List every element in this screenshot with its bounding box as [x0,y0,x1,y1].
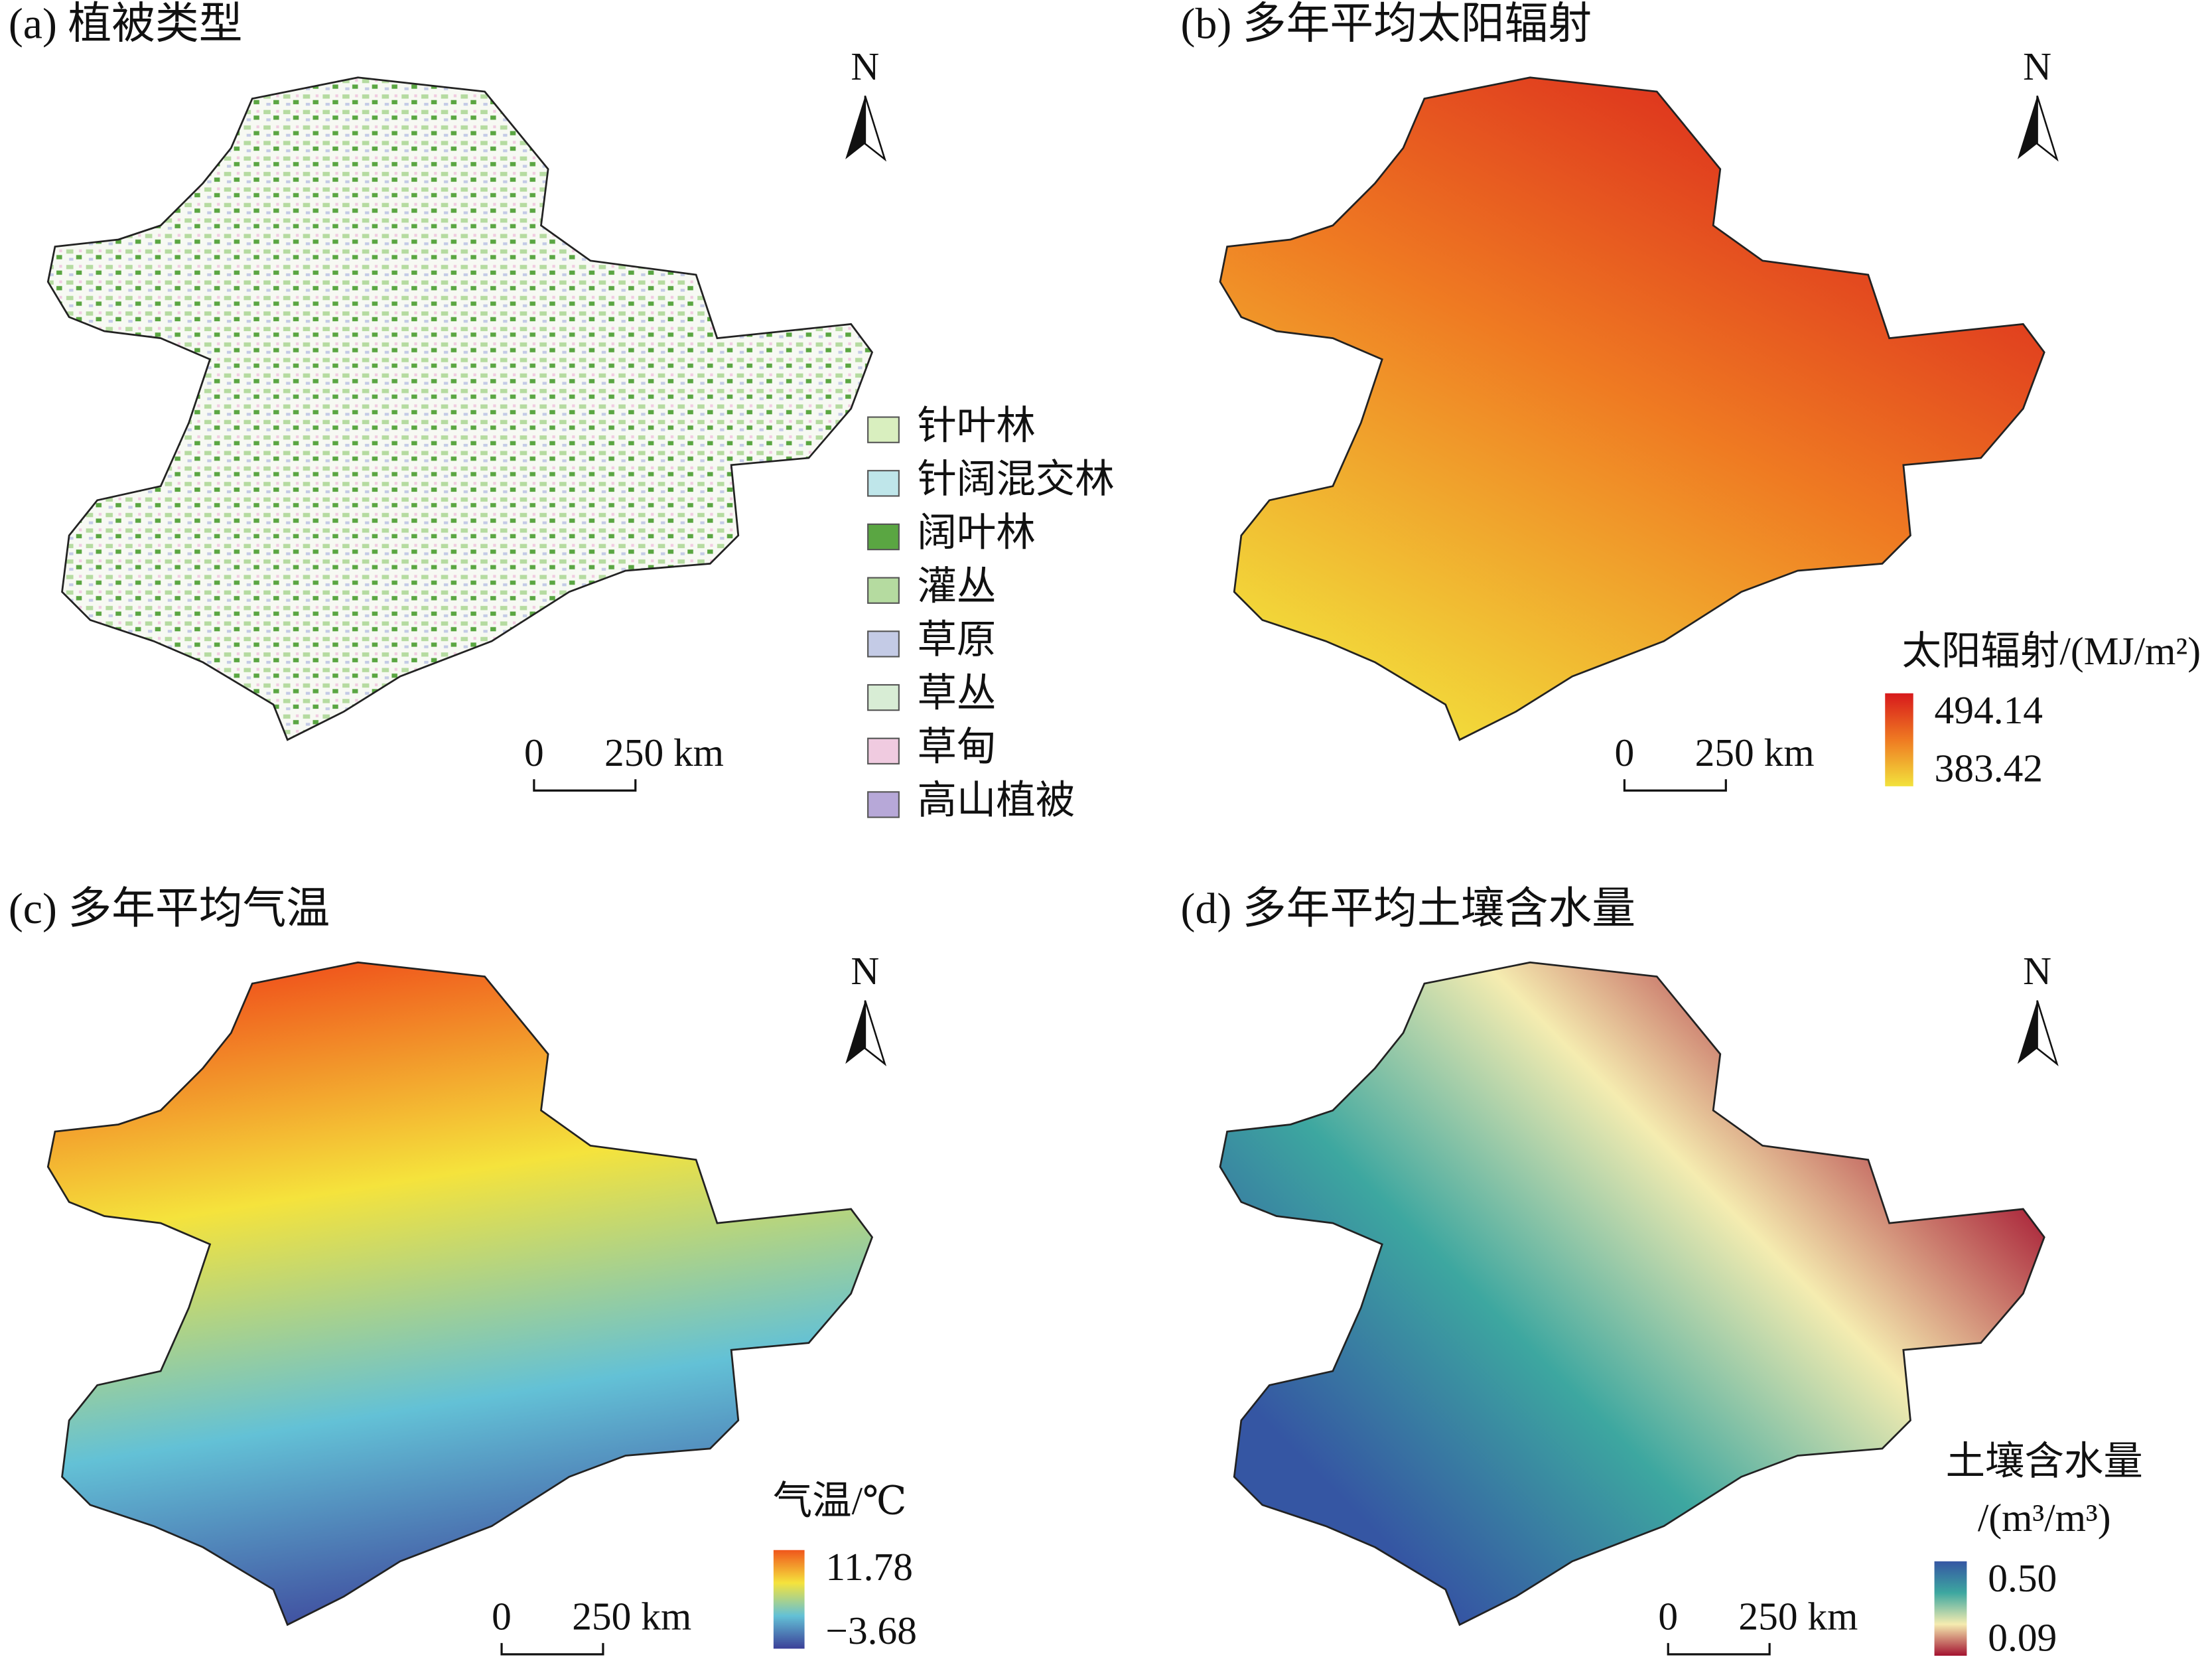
north-label: N [851,949,879,993]
colorbar-min: −3.68 [825,1609,917,1652]
scale-bar [1667,1642,1771,1656]
scale-end: 250 km [572,1595,691,1638]
legend-label: 阔叶林 [917,511,1035,555]
legend-swatch [867,416,900,443]
north-arrow [2017,1000,2038,1064]
north-label: N [2023,44,2051,88]
colorbar [773,1550,805,1649]
north-arrow [2036,1000,2059,1066]
legend-swatch [867,737,900,764]
scale-end: 250 km [1695,731,1815,774]
legend-title: 太阳辐射/(MJ/m²) [1902,629,2201,673]
legend-swatch [867,577,900,604]
scale-start: 0 [1658,1595,1678,1638]
north-arrow [864,96,887,162]
colorbar-max: 0.50 [1988,1556,2057,1600]
colorbar-min: 0.09 [1988,1615,2057,1659]
colorbar [1885,693,1913,786]
legend-label: 针阔混交林 [917,457,1114,501]
map-region [1219,961,2045,1626]
colorbar-max: 494.14 [1935,688,2043,732]
legend-title: 气温/℃ [773,1479,907,1522]
scale-start: 0 [524,731,544,774]
north-arrow [864,1000,887,1066]
legend-title: /(m³/m³) [1978,1496,2111,1540]
legend-label: 针叶林 [917,403,1035,447]
colorbar-min: 383.42 [1935,746,2043,790]
map-region [46,76,873,741]
north-arrow [845,96,865,159]
legend-swatch [867,630,900,658]
scale-bar [533,779,637,792]
panel-title: (c) 多年平均气温 [9,885,330,933]
panel-title: (d) 多年平均土壤含水量 [1181,885,1636,933]
scale-start: 0 [492,1595,512,1638]
scale-start: 0 [1615,731,1635,774]
north-arrow [845,1000,865,1064]
scale-bar [1623,779,1727,792]
legend-swatch [867,684,900,711]
panel-title: (a) 植被类型 [9,0,243,48]
legend-swatch [867,523,900,551]
colorbar [1934,1561,1967,1656]
north-label: N [2023,949,2051,993]
legend-label: 灌丛 [917,564,996,608]
legend-title: 土壤含水量 [1946,1439,2143,1483]
north-arrow [2036,96,2059,162]
colorbar-max: 11.78 [825,1545,913,1589]
map-region [46,961,873,1626]
north-arrow [2017,96,2038,159]
legend-swatch [867,791,900,818]
panel-title: (b) 多年平均太阳辐射 [1181,0,1592,48]
legend-label: 高山植被 [917,778,1075,822]
scale-end: 250 km [604,731,724,774]
legend-swatch [867,470,900,497]
scale-bar [500,1642,604,1656]
scale-end: 250 km [1738,1595,1858,1638]
legend-label: 草原 [917,618,996,662]
north-label: N [851,44,879,88]
legend-label: 草甸 [917,725,996,768]
legend-label: 草丛 [917,672,996,715]
